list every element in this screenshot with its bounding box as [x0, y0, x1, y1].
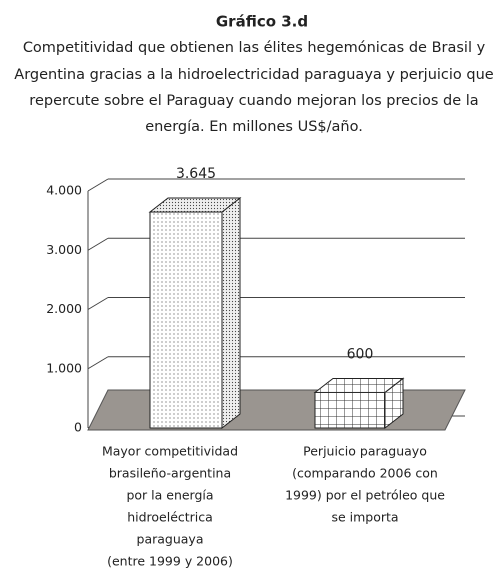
chart-subtitle: energía. En millones US$/año.: [145, 119, 363, 135]
floor: [87, 389, 466, 431]
value-label: 600: [347, 346, 374, 362]
x-tick-label: (entre 1999 y 2006): [107, 554, 233, 569]
chart-title: Gráfico 3.d: [216, 13, 308, 31]
chart-subtitle: Competitividad que obtienen las élites h…: [23, 40, 486, 56]
grid-diagonal: [87, 356, 109, 370]
y-tick-label: 2.000: [46, 301, 82, 316]
bar: [314, 391, 386, 429]
y-tick-label: 1.000: [46, 360, 82, 375]
x-tick-label: hidroeléctrica: [127, 510, 213, 525]
y-tick-label: 0: [74, 420, 82, 435]
x-tick-label: se importa: [331, 510, 398, 525]
grid-diagonal: [87, 178, 109, 192]
x-tick-label: Perjuicio paraguayo: [303, 444, 427, 459]
bar-side: [221, 197, 241, 430]
x-tick-label: Mayor competitividad: [102, 444, 238, 459]
x-tick-label: 1999) por el petróleo que: [285, 488, 445, 503]
y-tick-label: 4.000: [46, 183, 82, 198]
chart-subtitle: repercute sobre el Paraguay cuando mejor…: [29, 93, 478, 109]
x-tick-label: brasileño-argentina: [109, 466, 231, 481]
x-tick-label: por la energía: [126, 488, 213, 503]
x-tick-label: paraguaya: [137, 532, 204, 547]
value-label: 3.645: [176, 166, 216, 182]
grid-diagonal: [87, 297, 109, 310]
y-tick-label: 3.000: [46, 242, 82, 257]
x-tick-label: (comparando 2006 con: [292, 466, 438, 481]
bar: [149, 211, 223, 429]
grid-diagonal: [87, 237, 109, 251]
chart-subtitle: Argentina gracias a la hidroelectricidad…: [14, 67, 494, 83]
